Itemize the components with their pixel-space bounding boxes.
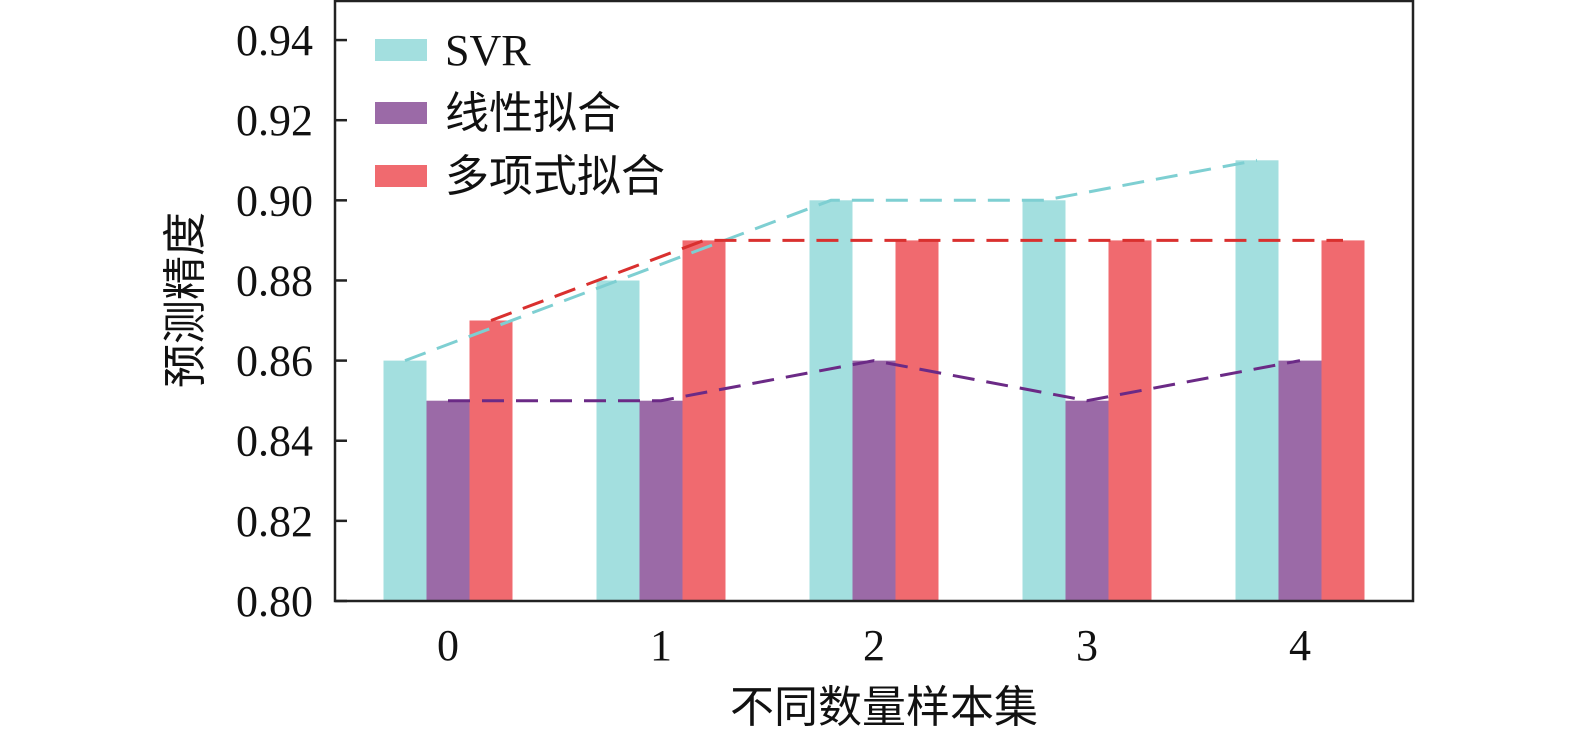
legend-swatch-SVR — [375, 39, 427, 61]
y-axis: 0.80 0.82 0.84 0.86 0.88 0.90 0.92 0.94 — [236, 16, 347, 626]
bar-多项式拟合-0 — [469, 320, 513, 601]
x-axis-title: 不同数量样本集 — [730, 683, 1038, 732]
y-tick-label: 0.90 — [236, 176, 313, 225]
bar-多项式拟合-2 — [895, 240, 939, 601]
trend-line-多项式拟合 — [490, 238, 1343, 322]
bar-线性拟合-4 — [1278, 360, 1322, 601]
x-tick-label: 4 — [1289, 621, 1311, 670]
bar-线性拟合-2 — [852, 360, 896, 601]
bar-SVR-3 — [1022, 200, 1066, 602]
y-tick-label: 0.88 — [236, 256, 313, 305]
x-tick-label: 1 — [650, 621, 672, 670]
x-tick-label: 0 — [437, 621, 459, 670]
legend-swatch-多项式拟合 — [375, 165, 427, 187]
trend-line-SVR — [404, 158, 1258, 363]
bar-SVR-2 — [809, 200, 853, 602]
legend-label-SVR: SVR — [445, 26, 531, 75]
y-tick-label: 0.84 — [236, 417, 313, 466]
plot-frame — [333, 0, 1415, 603]
x-tick-label: 3 — [1076, 621, 1098, 670]
x-axis: 0 1 2 3 4 — [437, 621, 1311, 670]
bar-SVR-4 — [1235, 160, 1279, 602]
x-tick-label: 2 — [863, 621, 885, 670]
bar-多项式拟合-1 — [682, 240, 726, 601]
trend-line-线性拟合 — [448, 359, 1301, 403]
legend-label-多项式拟合: 多项式拟合 — [445, 152, 665, 201]
trend-lines-group — [404, 158, 1343, 403]
bar-线性拟合-3 — [1065, 400, 1109, 601]
bar-多项式拟合-4 — [1321, 240, 1365, 601]
bar-SVR-0 — [383, 360, 427, 601]
bar-SVR-1 — [596, 280, 640, 601]
y-tick-label: 0.82 — [236, 497, 313, 546]
y-tick-label: 0.94 — [236, 16, 313, 65]
y-tick-label: 0.92 — [236, 96, 313, 145]
bar-线性拟合-1 — [639, 400, 683, 601]
bar-多项式拟合-3 — [1108, 240, 1152, 601]
bars-group — [383, 160, 1365, 602]
y-tick-label: 0.80 — [236, 577, 313, 626]
legend-swatch-线性拟合 — [375, 102, 427, 124]
bar-线性拟合-0 — [426, 400, 470, 601]
y-axis-title: 预测精度 — [161, 212, 210, 388]
y-tick-label: 0.86 — [236, 337, 313, 386]
legend-label-线性拟合: 线性拟合 — [445, 89, 621, 138]
